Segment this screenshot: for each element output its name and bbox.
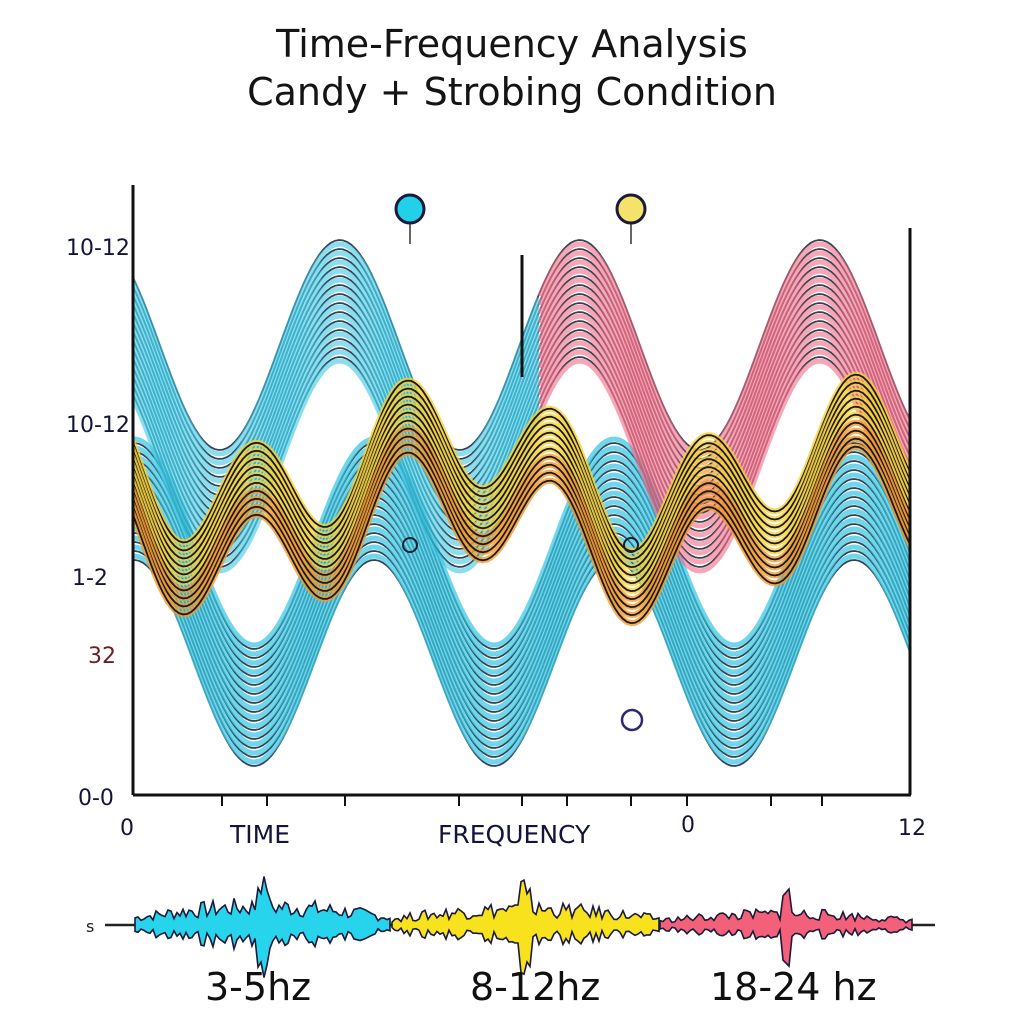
y-tick-label: 0-0 (78, 786, 114, 811)
contour-fill-lower (133, 508, 911, 720)
y-tick-label: 1-2 (72, 566, 108, 591)
contour-fill-lower (133, 526, 911, 738)
x-tick-label: 0 (120, 816, 134, 841)
contour-line-middle (133, 413, 911, 593)
band-middle (133, 371, 911, 627)
chart-title: Time-Frequency Analysis (276, 22, 748, 66)
contour-line-middle (133, 445, 911, 625)
contour-fill-lower (133, 517, 911, 729)
contour-line-middle (133, 405, 911, 585)
band-label-8-12hz: 8-12hz (470, 965, 601, 1009)
waveform-left-label: s (86, 917, 94, 936)
contour-fill-upper-cyan (133, 241, 542, 457)
band-upper (133, 239, 911, 574)
contour-fill-upper-cyan (133, 250, 542, 466)
contour-fill-upper-pink (537, 250, 911, 466)
y-tick-label: 10-12 (66, 236, 130, 261)
contour-fill-lower (133, 553, 911, 765)
contour-line-middle (133, 437, 911, 617)
trough-marker (620, 708, 644, 732)
y-tick-label: 10-12 (66, 413, 130, 438)
yellow-peak-marker (615, 193, 647, 225)
waveform-band (134, 876, 391, 978)
contour-line-middle (133, 429, 911, 609)
band-label-3-5hz: 3-5hz (205, 965, 312, 1009)
y-tick-label: 32 (88, 644, 116, 669)
contour-line-middle (133, 389, 911, 569)
contour-line-middle (133, 381, 911, 561)
contour-fill-lower (133, 472, 911, 684)
band-lower (133, 436, 911, 767)
cyan-peak-marker (394, 193, 426, 225)
contour-fill-lower (133, 481, 911, 693)
x-axis-label-time: TIME (229, 820, 290, 849)
x-tick-label: 0 (681, 813, 695, 838)
contour-fill-lower (133, 463, 911, 675)
contour-fill-lower (133, 544, 911, 756)
contour-line-middle (133, 397, 911, 577)
contour-fill-lower (133, 535, 911, 747)
waveform-band (659, 887, 913, 968)
contour-center (402, 537, 418, 553)
contour-fill-lower (133, 490, 911, 702)
contour-fill-upper-pink (537, 241, 911, 457)
contour-line-middle (133, 421, 911, 601)
contour-fill-lower (133, 499, 911, 711)
x-tick-label: 12 (898, 816, 926, 841)
band-label-18-24hz: 18-24 hz (710, 965, 877, 1009)
waveform-band (391, 878, 660, 976)
x-axis-label-frequency: FREQUENCY (438, 820, 591, 849)
contour-line-middle (133, 373, 911, 553)
contour-fill-upper-pink (537, 259, 911, 475)
chart-subtitle: Candy + Strobing Condition (247, 70, 777, 114)
contour-center (623, 537, 639, 553)
contour-fill-upper-cyan (133, 259, 542, 475)
